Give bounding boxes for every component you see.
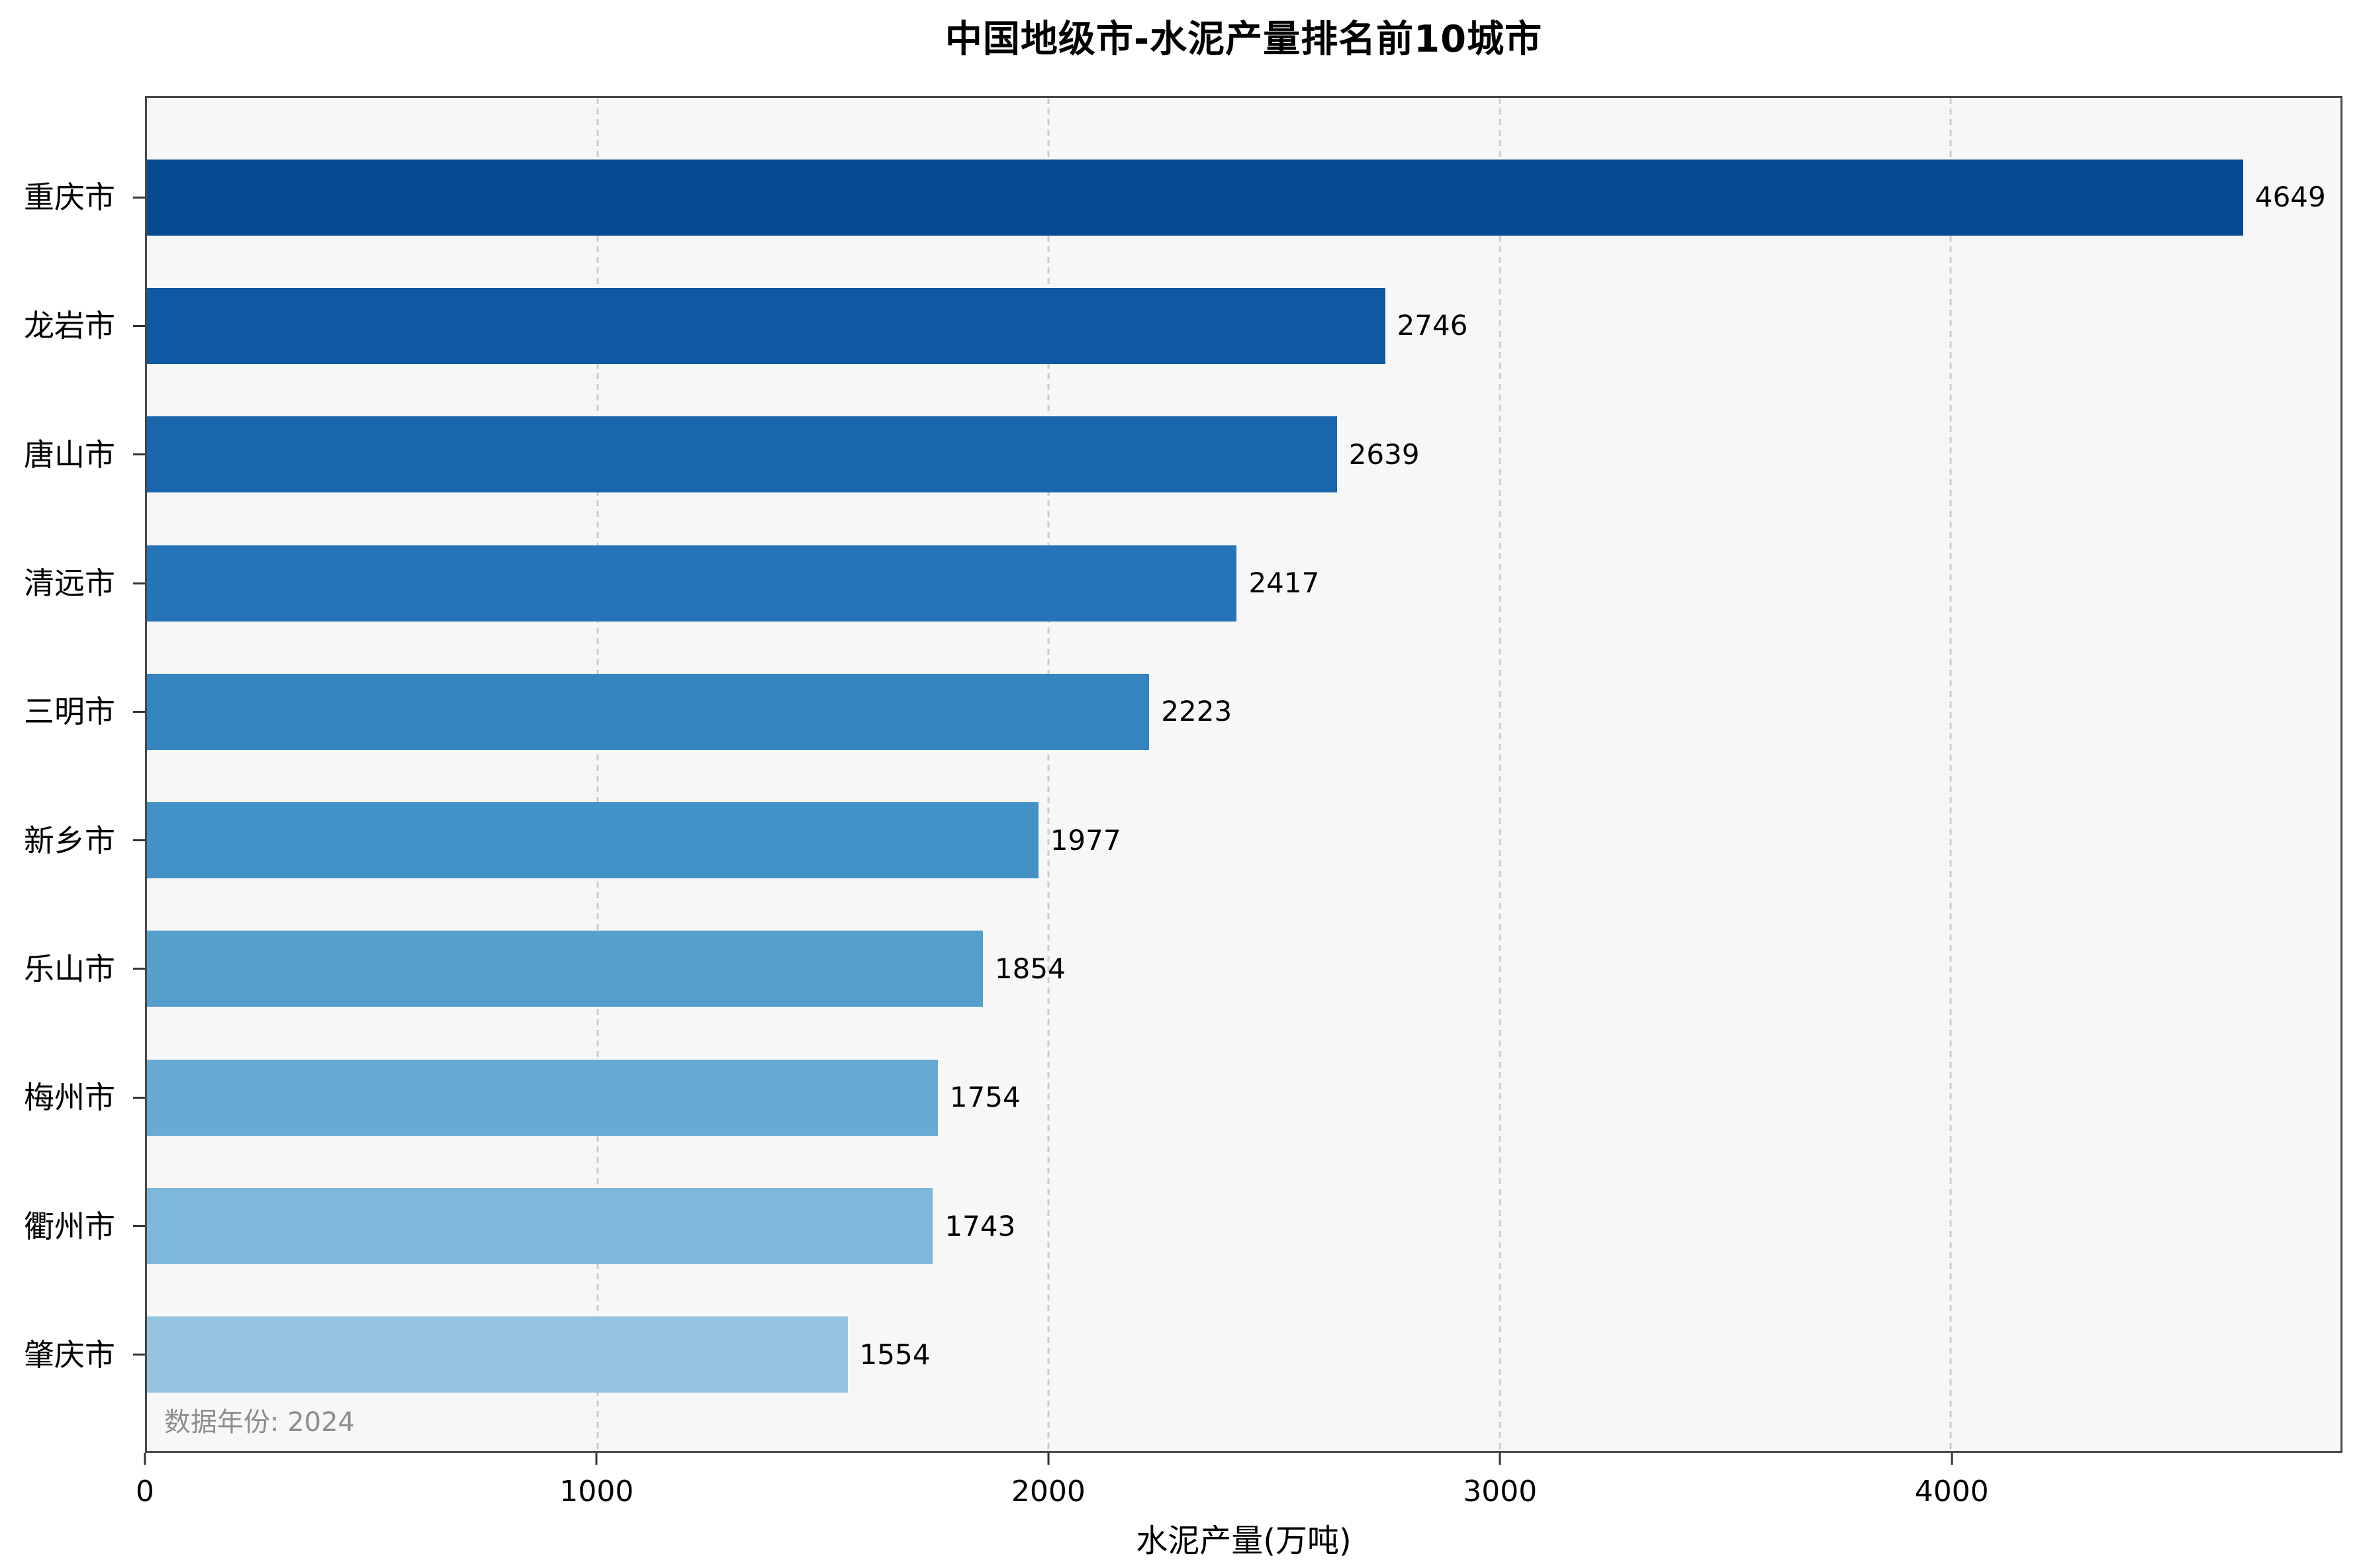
chart-title: 中国地级市-水泥产量排名前10城市 (945, 18, 1543, 61)
y-axis-label: 衢州市 (24, 1208, 115, 1244)
bar (147, 545, 1237, 622)
gridline (1949, 98, 1952, 1451)
x-tick-mark (595, 1453, 598, 1465)
bar (147, 1059, 938, 1136)
x-tick-label: 1000 (559, 1475, 634, 1508)
y-tick-mark (133, 839, 145, 842)
bar-row: 唐山市 2639 (24, 391, 2340, 519)
y-tick-mark (133, 1225, 145, 1228)
gridlines-layer (147, 98, 2340, 1451)
bar-row: 重庆市 4649 (24, 133, 2340, 261)
bar-value-label: 2639 (1348, 438, 1420, 471)
y-axis-label: 肇庆市 (24, 1336, 115, 1373)
y-tick-mark (133, 582, 145, 584)
y-tick-mark (133, 453, 145, 456)
y-tick-mark (133, 196, 145, 199)
bar-value-label: 2417 (1248, 567, 1320, 600)
bar-row: 新乡市 1977 (24, 776, 2340, 904)
bar-value-label: 1754 (949, 1081, 1021, 1114)
gridline (596, 98, 599, 1451)
x-tick-mark (144, 1453, 146, 1465)
y-axis-label: 龙岩市 (24, 308, 115, 344)
bar-value-label: 1743 (945, 1209, 1016, 1242)
bar (147, 159, 2243, 236)
bar-row: 龙岩市 2746 (24, 261, 2340, 390)
y-tick-mark (133, 710, 145, 713)
bar (147, 1316, 848, 1393)
bar (147, 673, 1150, 750)
bar-value-label: 4649 (2254, 181, 2326, 214)
bar-value-label: 1977 (1050, 823, 1121, 856)
bar-value-label: 2223 (1161, 695, 1232, 728)
x-tick-label: 4000 (1914, 1475, 1989, 1508)
plot-area: 重庆市 4649 龙岩市 2746 唐山市 2639 清远市 2417 三明市 2223 新乡市 19… (24, 96, 2342, 1557)
x-tick-label: 2000 (1011, 1475, 1086, 1508)
y-tick-mark (133, 968, 145, 970)
gridline (1047, 98, 1050, 1451)
bar-value-label: 1554 (859, 1338, 931, 1371)
x-tick-label: 0 (136, 1475, 154, 1508)
y-tick-mark (133, 1096, 145, 1099)
x-tick-mark (1047, 1453, 1050, 1465)
y-axis-label: 清远市 (24, 565, 115, 602)
x-axis-label: 水泥产量(万吨) (1136, 1522, 1352, 1559)
bar (147, 1188, 933, 1265)
y-axis-label: 唐山市 (24, 436, 115, 473)
x-tick-mark (1499, 1453, 1501, 1465)
y-tick-mark (133, 324, 145, 327)
bar-row: 梅州市 1754 (24, 1033, 2340, 1162)
bar-row: 清远市 2417 (24, 519, 2340, 647)
bar-row: 肇庆市 1554 (24, 1291, 2340, 1419)
y-axis-label: 新乡市 (24, 822, 115, 858)
bar-row: 衢州市 1743 (24, 1162, 2340, 1290)
y-axis-label: 乐山市 (24, 950, 115, 987)
bar (147, 416, 1337, 493)
bar (147, 287, 1385, 364)
y-tick-mark (133, 1354, 145, 1356)
y-axis-label: 梅州市 (24, 1080, 115, 1116)
y-axis-label: 三明市 (24, 694, 115, 730)
bar-value-label: 2746 (1397, 309, 1468, 342)
bar (147, 931, 983, 1007)
bar-row: 三明市 2223 (24, 647, 2340, 776)
bar-value-label: 1854 (994, 952, 1066, 985)
x-tick-mark (1951, 1453, 1953, 1465)
bars-container: 重庆市 4649 龙岩市 2746 唐山市 2639 清远市 2417 三明市 2223 新乡市 19… (24, 98, 2340, 1451)
data-year-annotation: 数据年份: 2024 (164, 1407, 355, 1438)
gridline (1499, 98, 1501, 1451)
bar-row: 乐山市 1854 (24, 905, 2340, 1033)
bar (147, 802, 1039, 879)
y-axis-label: 重庆市 (24, 179, 115, 216)
x-tick-label: 3000 (1463, 1475, 1538, 1508)
